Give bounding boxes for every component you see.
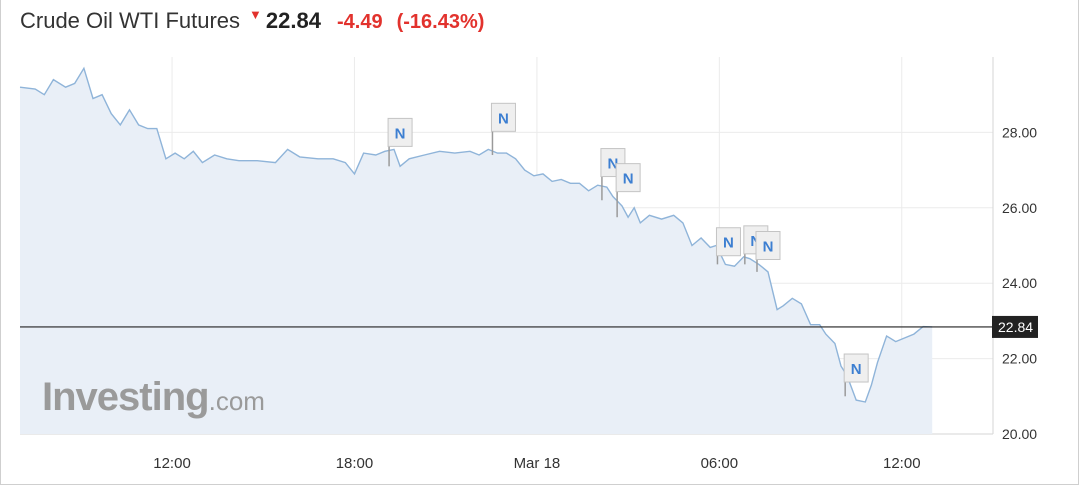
triangle-down-icon: ▼: [249, 7, 262, 22]
news-marker[interactable]: [600, 148, 626, 178]
news-marker[interactable]: [615, 163, 641, 193]
logo-brand: Investing: [42, 375, 210, 419]
logo-suffix: .com: [208, 386, 265, 416]
news-marker[interactable]: [755, 231, 781, 260]
quote-header: Crude Oil WTI Futures ▼ 22.84 -4.49 (-16…: [20, 7, 485, 40]
y-tick-label: 28.00: [1002, 124, 1037, 140]
x-tick-label: 12:00: [883, 455, 921, 472]
x-tick-label: 18:00: [336, 455, 374, 472]
news-marker[interactable]: [715, 227, 741, 257]
y-tick-label: 26.00: [1002, 200, 1037, 216]
x-tick-label: 06:00: [701, 455, 739, 472]
news-marker-label: N: [623, 171, 634, 188]
price-line[interactable]: [19, 66, 933, 403]
investing-logo: Investing.com: [42, 375, 265, 420]
news-marker-label: N: [498, 110, 509, 127]
price-change: -4.49: [336, 11, 383, 33]
y-tick-label: 24.00: [1002, 275, 1037, 291]
news-marker-label: N: [763, 239, 774, 256]
price-change-percent: (-16.43%): [396, 11, 485, 33]
news-marker-label: N: [723, 235, 734, 252]
instrument-title[interactable]: Crude Oil WTI Futures: [20, 8, 241, 33]
news-marker[interactable]: [490, 102, 516, 132]
x-tick-label: Mar 18: [514, 455, 561, 472]
price-area-fill: [20, 68, 933, 435]
news-marker-label: N: [851, 361, 862, 378]
x-tick-label: 12:00: [153, 455, 191, 472]
news-marker-label: N: [395, 125, 406, 142]
news-marker[interactable]: [843, 353, 869, 383]
last-price-badge-label: 22.84: [998, 319, 1033, 335]
last-price-badge: [992, 315, 1038, 338]
news-marker[interactable]: [387, 117, 413, 147]
y-tick-label: 22.00: [1002, 351, 1037, 367]
news-marker-label: N: [608, 156, 619, 173]
y-tick-label: 20.00: [1002, 426, 1037, 442]
last-price: 22.84: [265, 8, 321, 33]
